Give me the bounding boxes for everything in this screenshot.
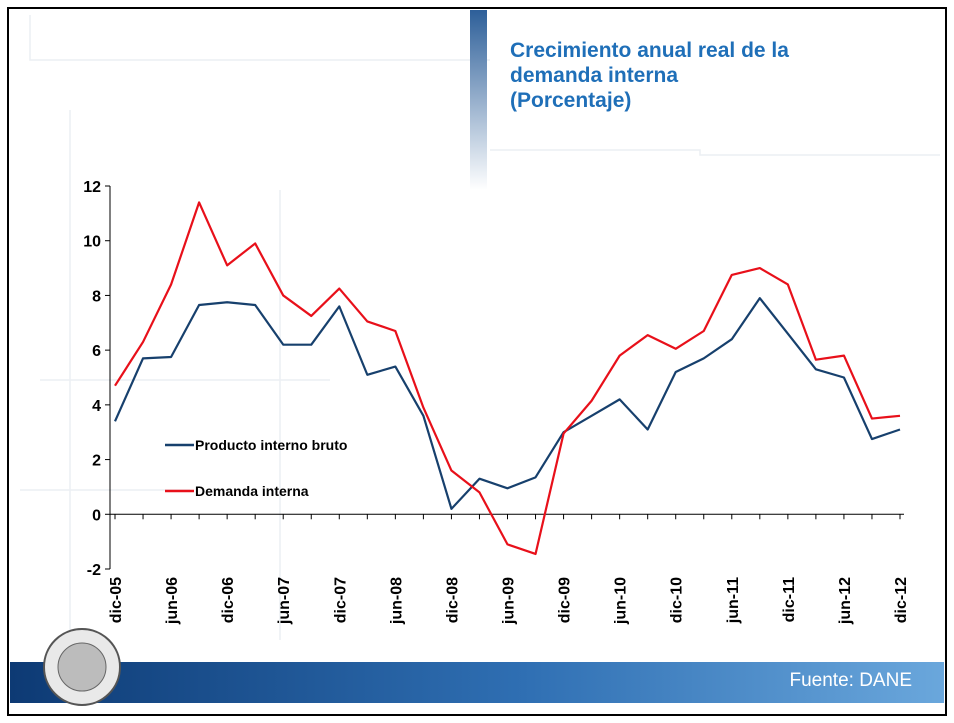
x-tick-label: dic-12 <box>893 577 910 623</box>
x-tick-label: dic-10 <box>669 577 686 623</box>
x-tick-label: jun-09 <box>501 577 518 625</box>
y-tick-label: 0 <box>92 507 101 524</box>
x-tick-label: dic-07 <box>332 577 349 623</box>
title-block: Crecimiento anual real de la demanda int… <box>510 38 855 113</box>
x-tick-label: jun-06 <box>164 577 181 625</box>
y-tick-label: 2 <box>92 453 101 470</box>
y-tick-label: 10 <box>83 234 101 251</box>
chart-subtitle: (Porcentaje) <box>510 89 632 112</box>
title-bar <box>470 10 487 190</box>
x-tick-label: jun-10 <box>613 577 630 625</box>
y-tick-label: 4 <box>92 398 101 415</box>
x-tick-label: jun-11 <box>725 577 742 624</box>
source-note: Fuente: DANE <box>789 670 913 691</box>
x-tick-label: dic-06 <box>220 577 237 623</box>
x-tick-label: jun-07 <box>276 577 293 625</box>
x-tick-label: dic-11 <box>781 577 798 622</box>
x-tick-label: dic-09 <box>557 577 574 623</box>
logo-inner <box>57 642 107 692</box>
legend-label: Demanda interna <box>195 483 309 499</box>
y-tick-label: -2 <box>87 562 101 579</box>
y-tick-label: 12 <box>83 179 101 196</box>
series-line <box>113 297 901 510</box>
chart-title: Crecimiento anual real de la demanda int… <box>510 39 789 87</box>
background-lines <box>20 15 940 650</box>
x-tick-label: jun-12 <box>837 577 854 625</box>
x-tick-label: dic-05 <box>108 577 125 623</box>
y-tick-label: 6 <box>92 343 101 360</box>
x-tick-label: jun-08 <box>388 577 405 625</box>
y-tick-label: 8 <box>92 288 101 305</box>
x-tick-label: dic-08 <box>444 577 461 623</box>
footer-band <box>10 662 944 703</box>
series-line <box>114 201 901 556</box>
legend-label: Producto interno bruto <box>195 437 347 453</box>
